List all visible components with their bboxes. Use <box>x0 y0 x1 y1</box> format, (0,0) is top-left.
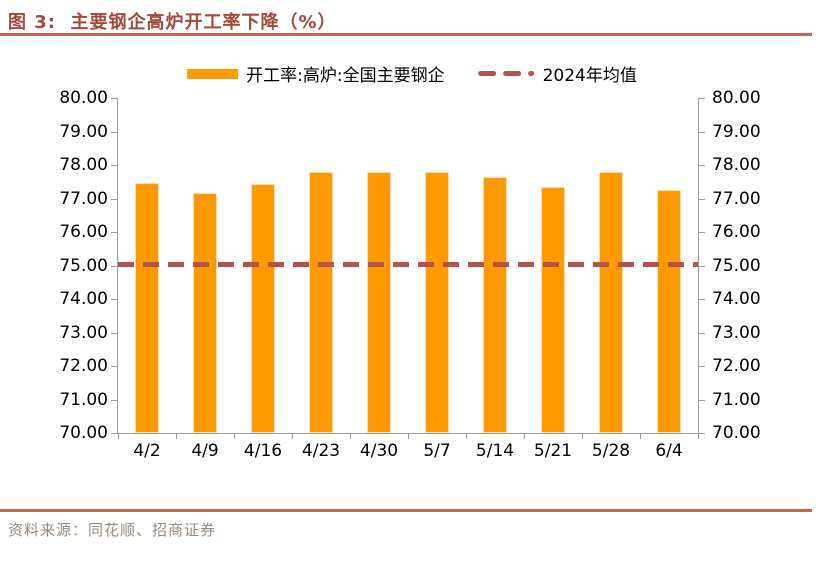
x-axis-tick <box>640 433 641 439</box>
legend-item-bar-series: 开工率:高炉:全国主要钢企 <box>187 61 445 86</box>
y-axis-label-left: 79.00 <box>59 121 108 142</box>
y-axis-tick <box>111 399 117 401</box>
bar <box>193 193 217 433</box>
y-axis-label-left: 77.00 <box>59 188 108 209</box>
x-axis-tick <box>176 433 177 439</box>
y-axis-label-right: 80.00 <box>712 88 761 108</box>
y-axis-label-right: 79.00 <box>712 121 761 142</box>
legend-label: 开工率:高炉:全国主要钢企 <box>246 66 445 86</box>
y-axis-label-left: 75.00 <box>59 255 108 276</box>
y-axis-label-left: 74.00 <box>59 289 108 309</box>
bar <box>309 172 333 433</box>
chart-legend: 开工率:高炉:全国主要钢企 2024年均值 <box>187 61 637 86</box>
y-axis-tick <box>111 232 117 233</box>
x-axis-tick <box>292 433 293 439</box>
y-axis-label-left: 72.00 <box>59 356 108 376</box>
y-axis-label-right: 78.00 <box>712 155 761 175</box>
y-axis-tick <box>699 265 705 267</box>
x-axis-tick <box>524 433 525 439</box>
x-axis-tick <box>408 433 409 439</box>
y-axis-label-right: 73.00 <box>712 322 761 343</box>
y-axis-label-left: 73.00 <box>59 322 108 343</box>
y-axis-tick <box>111 332 117 334</box>
x-axis-tick <box>234 433 235 439</box>
y-axis-label-left: 76.00 <box>59 222 108 242</box>
title-divider <box>0 33 812 36</box>
y-axis-label-right: 71.00 <box>712 389 761 410</box>
bar <box>135 182 159 433</box>
x-axis-label: 4/30 <box>359 441 399 461</box>
y-axis-line-left <box>117 98 118 433</box>
y-axis-tick <box>699 131 705 133</box>
y-axis-tick <box>699 198 705 200</box>
bar <box>251 184 275 433</box>
x-axis-tick <box>698 433 699 439</box>
bar <box>483 176 507 433</box>
y-axis-tick <box>699 299 705 300</box>
bar <box>599 172 623 433</box>
y-axis-label-right: 72.00 <box>712 356 761 376</box>
footer-divider <box>0 509 812 512</box>
y-axis-label-left: 71.00 <box>59 389 108 410</box>
x-axis-tick <box>582 433 583 439</box>
y-axis-tick <box>111 366 117 367</box>
bar <box>425 172 449 433</box>
x-axis-label: 6/4 <box>655 441 683 461</box>
legend-item-average-line: 2024年均值 <box>478 61 637 86</box>
legend-label: 2024年均值 <box>542 66 637 86</box>
x-axis-label: 4/9 <box>191 441 219 461</box>
x-axis-tick <box>350 433 351 439</box>
dashed-line-swatch-icon <box>478 71 535 76</box>
y-axis-tick <box>699 232 705 233</box>
x-axis-label: 4/23 <box>301 441 341 461</box>
y-axis-tick <box>699 165 705 166</box>
y-axis-tick <box>111 265 117 267</box>
x-axis-label: 5/28 <box>591 441 631 461</box>
y-axis-label-left: 80.00 <box>59 88 108 108</box>
bar <box>657 190 681 433</box>
y-axis-tick <box>699 366 705 367</box>
y-axis-tick <box>699 98 705 99</box>
page-title: 图 3: 主要钢企高炉开工率下降（%） <box>8 12 337 33</box>
x-axis-tick <box>466 433 467 439</box>
source-text: 资料来源：同花顺、招商证券 <box>8 521 217 539</box>
y-axis-tick <box>699 332 705 334</box>
y-axis-tick <box>699 433 705 434</box>
y-axis-label-right: 75.00 <box>712 255 761 276</box>
x-axis-tick <box>118 433 119 439</box>
y-axis-label-right: 76.00 <box>712 222 761 242</box>
x-axis-label: 4/16 <box>243 441 283 461</box>
x-axis-label: 5/14 <box>475 441 515 461</box>
y-axis-label-right: 77.00 <box>712 188 761 209</box>
average-line <box>118 261 698 267</box>
y-axis-tick <box>111 198 117 200</box>
y-axis-tick <box>111 299 117 300</box>
bar-series-swatch-icon <box>187 68 239 79</box>
y-axis-label-left: 78.00 <box>59 155 108 175</box>
x-axis-label: 5/7 <box>423 441 451 461</box>
y-axis-line-right <box>698 98 699 433</box>
bar <box>367 172 391 433</box>
x-axis-label: 4/2 <box>133 441 161 461</box>
x-axis-label: 5/21 <box>533 441 573 461</box>
bar <box>541 186 565 433</box>
y-axis-tick <box>111 131 117 133</box>
y-axis-label-right: 74.00 <box>712 289 761 309</box>
y-axis-tick <box>111 165 117 166</box>
y-axis-tick <box>111 98 117 99</box>
y-axis-label-right: 70.00 <box>712 423 761 443</box>
y-axis-tick <box>699 399 705 401</box>
y-axis-label-left: 70.00 <box>59 423 108 443</box>
y-axis-tick <box>111 433 117 434</box>
